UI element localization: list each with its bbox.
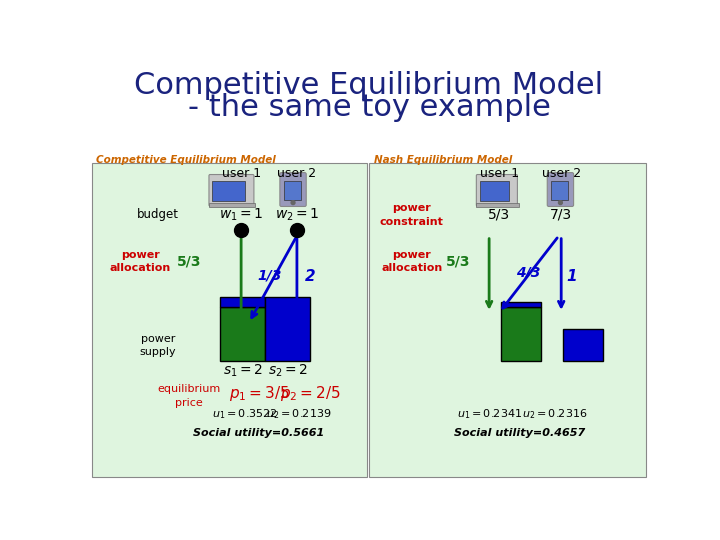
Text: $s_1=2$: $s_1=2$ xyxy=(222,362,263,379)
Bar xyxy=(220,296,265,307)
Text: $u_1=0.2341$: $u_1=0.2341$ xyxy=(456,408,522,421)
FancyBboxPatch shape xyxy=(280,173,306,206)
Bar xyxy=(500,307,541,361)
Bar xyxy=(476,202,519,207)
Text: 7/3: 7/3 xyxy=(550,208,572,222)
FancyBboxPatch shape xyxy=(209,174,254,206)
Circle shape xyxy=(559,201,562,205)
Text: 4/3: 4/3 xyxy=(516,266,540,280)
Text: $u_2=0.2139$: $u_2=0.2139$ xyxy=(266,408,332,421)
Bar xyxy=(212,181,245,201)
Text: $s_2=2$: $s_2=2$ xyxy=(269,362,308,379)
Text: 5/3: 5/3 xyxy=(177,254,202,268)
FancyBboxPatch shape xyxy=(477,174,518,206)
Bar xyxy=(563,329,603,361)
Text: equilibrium
price: equilibrium price xyxy=(158,384,221,408)
Text: - the same toy example: - the same toy example xyxy=(188,92,550,122)
Text: 2: 2 xyxy=(305,269,315,284)
Text: Competitive Equilibrium Model: Competitive Equilibrium Model xyxy=(135,71,603,100)
Text: power
allocation: power allocation xyxy=(109,249,171,273)
Text: budget: budget xyxy=(138,208,179,221)
Circle shape xyxy=(291,201,295,205)
Bar xyxy=(369,163,647,477)
Text: Social utility=0.5661: Social utility=0.5661 xyxy=(194,428,325,438)
Text: $p_1=3/5$: $p_1=3/5$ xyxy=(228,384,289,403)
Text: 1/3: 1/3 xyxy=(258,268,282,282)
Bar xyxy=(551,181,568,200)
Text: $u_1=0.3522$: $u_1=0.3522$ xyxy=(212,408,278,421)
Text: 5/3: 5/3 xyxy=(488,208,510,222)
Text: user 1: user 1 xyxy=(222,167,261,180)
Text: power
allocation: power allocation xyxy=(381,249,442,273)
Text: power
supply: power supply xyxy=(140,334,176,357)
Text: $w_1=1$: $w_1=1$ xyxy=(219,207,264,223)
Text: $p_2=2/5$: $p_2=2/5$ xyxy=(281,384,341,403)
Text: $w_2=1$: $w_2=1$ xyxy=(274,207,319,223)
Bar xyxy=(220,307,265,361)
Text: Competitive Equilibrium Model: Competitive Equilibrium Model xyxy=(96,155,276,165)
FancyBboxPatch shape xyxy=(547,173,574,206)
Text: Social utility=0.4657: Social utility=0.4657 xyxy=(454,428,586,438)
Text: user 2: user 2 xyxy=(277,167,317,180)
Bar xyxy=(500,302,541,307)
Text: Nash Equilibrium Model: Nash Equilibrium Model xyxy=(374,155,512,165)
Text: user 1: user 1 xyxy=(480,167,519,180)
Text: user 2: user 2 xyxy=(541,167,581,180)
Text: power
constraint: power constraint xyxy=(379,204,444,227)
Text: 1: 1 xyxy=(567,269,577,284)
Bar xyxy=(91,163,366,477)
Bar xyxy=(209,202,255,207)
Bar xyxy=(265,296,310,361)
Bar xyxy=(480,181,509,201)
Text: $u_2=0.2316$: $u_2=0.2316$ xyxy=(522,408,588,421)
Text: 5/3: 5/3 xyxy=(446,254,470,268)
Bar xyxy=(284,181,301,200)
